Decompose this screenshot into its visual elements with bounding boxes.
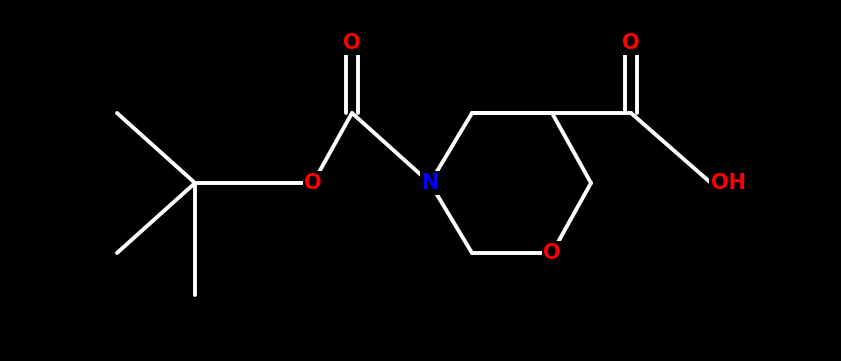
Text: O: O <box>304 173 322 193</box>
Text: O: O <box>343 33 361 53</box>
Text: OH: OH <box>711 173 746 193</box>
Text: N: N <box>421 173 439 193</box>
Text: O: O <box>543 243 561 263</box>
Text: O: O <box>622 33 640 53</box>
